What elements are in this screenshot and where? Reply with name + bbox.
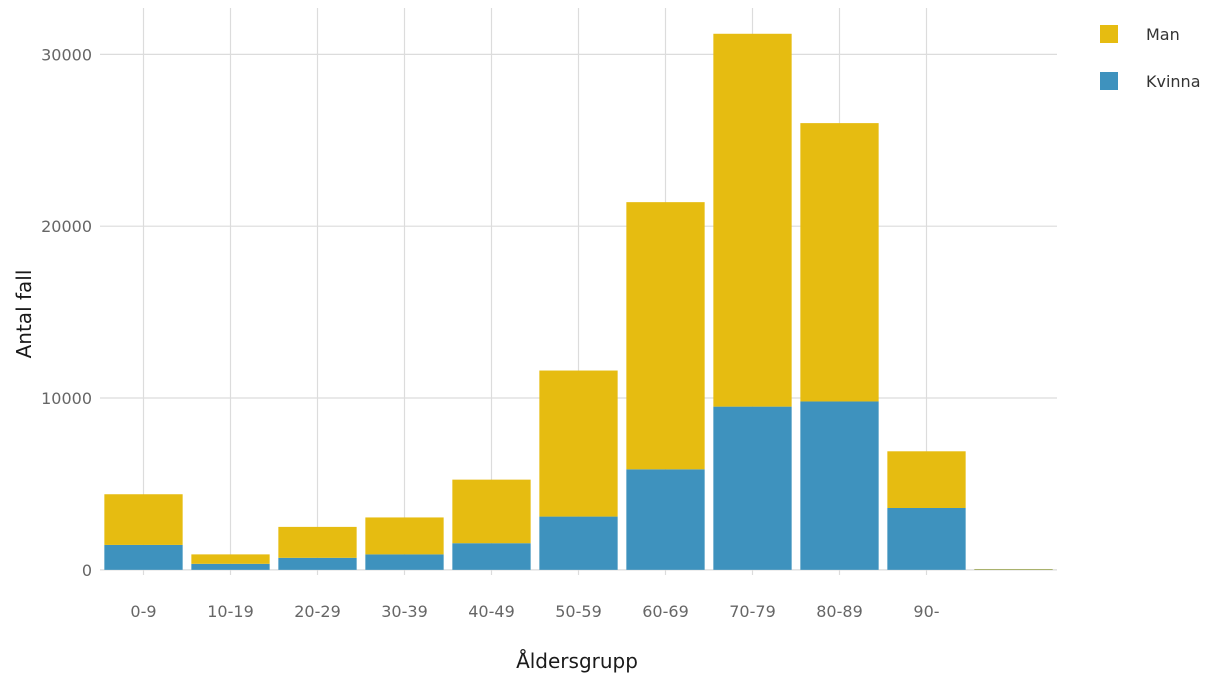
bar-man [974, 568, 1053, 570]
y-tick-label: 0 [82, 561, 92, 580]
x-tick-label: 50-59 [555, 602, 602, 621]
bar-kvinna [104, 544, 183, 570]
bar-man [626, 202, 705, 470]
y-tick-label: 30000 [41, 45, 92, 64]
y-axis-title: Antal fall [12, 270, 36, 359]
bar-man [104, 494, 183, 545]
x-tick-label: 20-29 [294, 602, 341, 621]
bar-kvinna [365, 554, 444, 570]
x-tick-label: 70-79 [729, 602, 776, 621]
tick-labels: 0 10000 20000 30000 0-9 10-19 20-29 30-39 40-49 5… [41, 45, 939, 621]
bar-man [452, 479, 531, 544]
legend-swatch-kvinna [1100, 72, 1118, 90]
x-tick-label: 10-19 [207, 602, 254, 621]
x-tick-label: 40-49 [468, 602, 515, 621]
x-tick-label: 30-39 [381, 602, 428, 621]
bar-kvinna [974, 569, 1053, 570]
bar-man [278, 526, 357, 558]
legend: Man Kvinna [1100, 25, 1201, 91]
bar-kvinna [452, 543, 531, 570]
x-tick-label: 80-89 [816, 602, 863, 621]
bar-man [713, 33, 792, 407]
legend-label-kvinna: Kvinna [1146, 72, 1201, 91]
bars [104, 33, 1053, 570]
y-tick-label: 20000 [41, 217, 92, 236]
bar-man [539, 370, 618, 517]
bar-kvinna [539, 516, 618, 570]
bar-man [365, 517, 444, 555]
bar-man [887, 451, 966, 508]
bar-kvinna [800, 401, 879, 570]
legend-swatch-man [1100, 25, 1118, 43]
bar-kvinna [713, 406, 792, 570]
x-tick-label: 90- [913, 602, 939, 621]
bar-man [191, 554, 270, 564]
bar-kvinna [278, 557, 357, 570]
x-tick-label: 60-69 [642, 602, 689, 621]
bar-kvinna [626, 469, 705, 570]
bar-kvinna [887, 507, 966, 570]
y-tick-label: 10000 [41, 389, 92, 408]
bar-man [800, 123, 879, 402]
x-axis-title: Åldersgrupp [516, 649, 638, 673]
x-tick-label: 0-9 [130, 602, 156, 621]
bar-kvinna [191, 563, 270, 570]
legend-label-man: Man [1146, 25, 1180, 44]
